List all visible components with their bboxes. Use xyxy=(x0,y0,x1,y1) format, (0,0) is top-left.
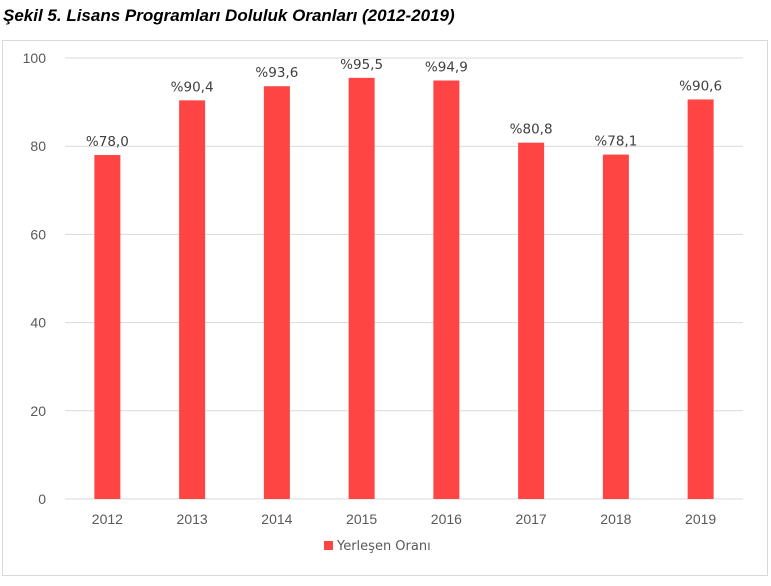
data-label-2015: %95,5 xyxy=(340,57,383,73)
bar-2014 xyxy=(263,86,290,499)
data-label-2013: %90,4 xyxy=(171,79,214,95)
x-tick-label-2014: 2014 xyxy=(261,511,292,527)
bar-2012 xyxy=(94,155,121,499)
gridlines xyxy=(65,57,743,500)
bar-2017 xyxy=(518,142,545,499)
y-tick-label-80: 80 xyxy=(30,138,46,154)
data-labels: %78,0 %90,4 %93,6 %95,5 %94,9 %80,8 %78,1 %90,6 xyxy=(86,57,722,150)
bar-2013 xyxy=(179,100,206,499)
y-tick-label-40: 40 xyxy=(30,315,46,331)
y-tick-label-60: 60 xyxy=(30,226,46,242)
x-tick-label-2019: 2019 xyxy=(685,511,716,527)
bar-2018 xyxy=(602,154,629,500)
data-label-2019: %90,6 xyxy=(679,78,722,94)
data-label-2017: %80,8 xyxy=(510,122,553,138)
data-label-2014: %93,6 xyxy=(255,65,298,81)
chart-frame xyxy=(2,40,768,576)
legend: Yerleşen Oranı xyxy=(324,539,431,554)
data-label-2012: %78,0 xyxy=(86,134,129,150)
figure-title: Şekil 5. Lisans Programları Doluluk Oran… xyxy=(3,6,455,25)
bar-2015 xyxy=(348,77,375,499)
y-axis: 0 20 40 60 80 100 xyxy=(23,50,47,507)
legend-swatch xyxy=(324,541,333,550)
x-tick-label-2015: 2015 xyxy=(346,511,377,527)
data-label-2016: %94,9 xyxy=(425,59,468,75)
x-tick-label-2012: 2012 xyxy=(92,511,123,527)
legend-label: Yerleşen Oranı xyxy=(336,539,431,554)
x-tick-label-2018: 2018 xyxy=(600,511,631,527)
x-tick-label-2017: 2017 xyxy=(516,511,547,527)
y-tick-label-20: 20 xyxy=(30,403,46,419)
y-tick-label-100: 100 xyxy=(23,50,47,66)
bar-2019 xyxy=(687,99,714,499)
x-tick-label-2013: 2013 xyxy=(177,511,208,527)
data-label-2018: %78,1 xyxy=(594,134,637,150)
x-tick-label-2016: 2016 xyxy=(431,511,462,527)
x-axis: 2012 2013 2014 2015 2016 2017 2018 2019 xyxy=(92,511,717,527)
y-tick-label-0: 0 xyxy=(38,491,46,507)
bars xyxy=(94,77,714,500)
bar-2016 xyxy=(433,80,460,499)
